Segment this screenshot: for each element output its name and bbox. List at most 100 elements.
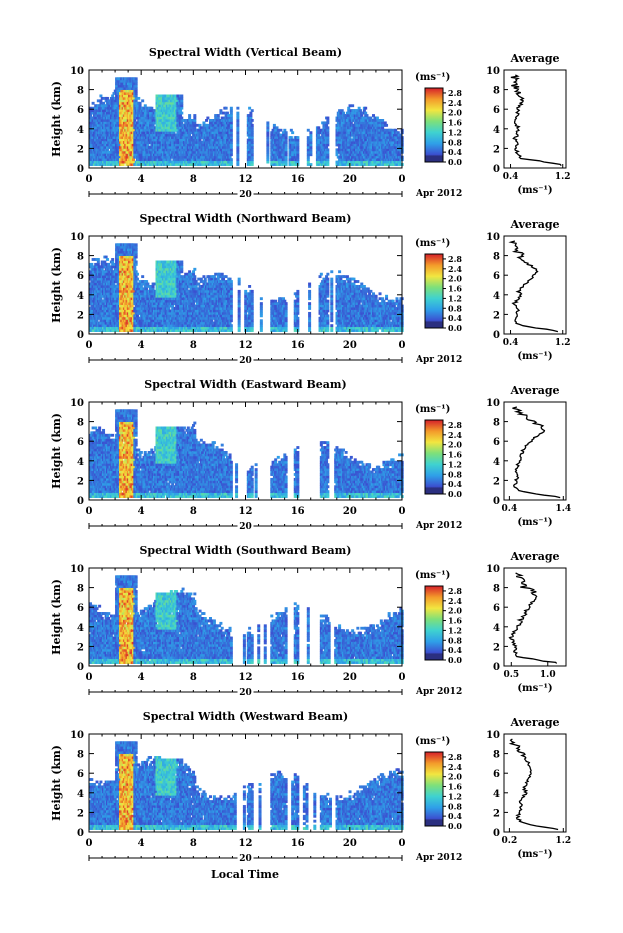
heatmap-cell [159,95,162,98]
heatmap-cell [94,129,97,132]
heatmap-cell [180,102,183,105]
heatmap-cell [174,156,177,159]
heatmap-cell [186,121,189,124]
heatmap-cell [132,129,135,132]
heatmap-cell [97,141,100,144]
heatmap-cell [114,107,117,110]
heatmap-cell [163,153,166,156]
heatmap-cell [142,139,145,142]
heatmap-cell [136,117,139,120]
heatmap-cell [99,95,102,98]
heatmap-cell [180,104,183,107]
heatmap-cell [157,134,160,137]
heatmap-cell [139,102,142,105]
heatmap-cell [141,148,144,151]
heatmap-cell [186,136,189,139]
heatmap-cell [119,109,122,112]
heatmap-cell [167,102,170,105]
figure: Spectral Width (Vertical Beam)0246810Hei… [0,0,623,929]
heatmap-cell [180,134,183,137]
heatmap-cell [170,102,173,105]
heatmap-cell [101,97,104,100]
panel-title: Spectral Width (Vertical Beam) [149,46,342,59]
heatmap-cell [174,114,177,117]
heatmap-cell [92,102,95,105]
heatmap-cell [93,124,96,127]
heatmap-cell [157,126,160,129]
heatmap-cell [141,99,144,102]
heatmap-cell [126,153,129,156]
heatmap-cell [135,90,138,93]
heatmap-cell [158,97,161,100]
heatmap-cell [135,80,138,83]
heatmap-cell [165,99,168,102]
heatmap-cell [146,119,149,122]
heatmap-cell [182,148,185,151]
heatmap-cell [135,85,138,88]
heatmap-cell [144,104,147,107]
figure-svg: Spectral Width (Vertical Beam)0246810Hei… [0,0,623,929]
heatmap-cell [119,92,122,95]
heatmap-cell [180,158,183,161]
heatmap-cell [135,82,138,85]
heatmap-cell [166,119,169,122]
heatmap-cell [132,161,135,164]
heatmap-cell [180,112,183,115]
heatmap-cell [135,97,138,100]
heatmap-cell [99,99,102,102]
heatmap-cell [118,144,121,147]
heatmap-cell [180,95,183,98]
heatmap-cell [162,114,165,117]
heatmap-cell [159,117,162,120]
heatmap-cell [94,146,97,149]
heatmap-cell [106,97,109,100]
heatmap-cell [118,156,121,159]
heatmap-cell [166,121,169,124]
heatmap-cell [110,163,113,166]
heatmap-cell [102,102,105,105]
heatmap-cell [175,99,178,102]
heatmap-cell [139,104,142,107]
heatmap-cell [101,124,104,127]
heatmap-cell [114,151,117,154]
heatmap-cell [102,129,105,132]
heatmap-cell [115,85,118,88]
heatmap-cell [132,158,135,161]
heatmap-cell [158,153,161,156]
heatmap-cell [180,141,183,144]
heatmap-cell [131,102,134,105]
heatmap-cell [136,156,139,159]
heatmap-cell [101,139,104,142]
heatmap-cell [94,107,97,110]
heatmap-cell [129,95,132,98]
heatmap-cell [132,97,135,100]
heatmap-cell [98,136,101,139]
heatmap-cell [166,141,169,144]
heatmap-cell [180,97,183,100]
heatmap-cell [122,99,125,102]
heatmap-cell [90,163,93,166]
heatmap-cell [146,109,149,112]
heatmap-cell [112,92,115,95]
heatmap-cell [135,144,138,147]
heatmap-cell [188,117,191,120]
heatmap-cell [105,114,108,117]
heatmap-cell [149,121,152,124]
heatmap-cell [150,107,153,110]
heatmap-cell [135,153,138,156]
heatmap-cell [149,124,152,127]
heatmap-cell [103,139,106,142]
heatmap-cell [179,109,182,112]
heatmap-cell [148,148,151,151]
heatmap-cell [182,139,185,142]
heatmap-cell [178,161,181,164]
heatmap-cell [152,119,155,122]
heatmap-cell [135,99,138,102]
heatmap-cell [180,121,183,124]
heatmap-cell [119,139,122,142]
heatmap-cell [145,124,148,127]
heatmap-cell [111,95,114,98]
heatmap-cell [139,148,142,151]
heatmap-cell [176,144,179,147]
heatmap-cell [106,148,109,151]
